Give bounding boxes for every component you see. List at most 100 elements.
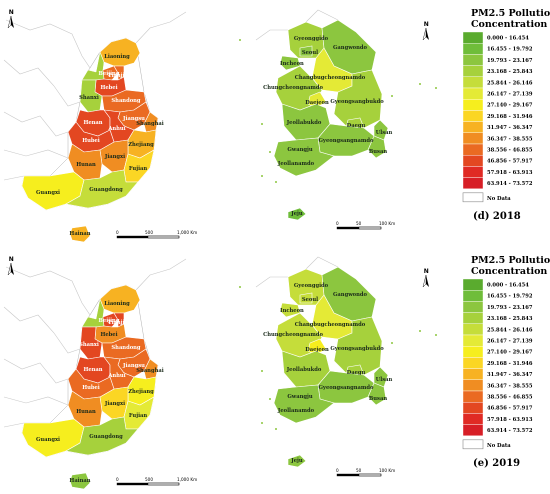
region-incheon bbox=[279, 302, 301, 318]
region-label-hebei: Hebei bbox=[100, 332, 117, 338]
scale-bar-china: 0 500 1,000 Km bbox=[116, 477, 197, 486]
legend-swatch bbox=[462, 121, 484, 133]
legend-swatch bbox=[462, 357, 484, 369]
legend-swatch bbox=[462, 110, 484, 122]
island-marker bbox=[391, 95, 393, 97]
region-jeollanamdo bbox=[273, 137, 335, 177]
region-label-guangdong: Guangdong bbox=[89, 187, 123, 193]
region-busan bbox=[367, 135, 387, 159]
region-label-hubei: Hubei bbox=[82, 138, 100, 144]
island-marker bbox=[269, 398, 271, 400]
region-seoul bbox=[299, 45, 313, 57]
region-shanxi bbox=[79, 79, 103, 113]
scale-bar-korea: 0 50 100 Km bbox=[336, 468, 395, 477]
island-marker bbox=[261, 422, 263, 424]
region-label-guangdong: Guangdong bbox=[89, 434, 123, 440]
region-label-fujian: Fujian bbox=[129, 413, 148, 419]
legend-swatch bbox=[462, 323, 484, 336]
region-label-beijing: Beijing bbox=[99, 71, 120, 77]
region-label-gyeongsangnamdo: Gyeongsangnamdo bbox=[319, 385, 375, 391]
region-label-jiangsu: Jiangsu bbox=[122, 116, 145, 122]
svg-text:N: N bbox=[424, 21, 429, 28]
legend-swatch bbox=[462, 413, 484, 425]
legend-swatch bbox=[462, 390, 484, 403]
legend-swatch bbox=[462, 143, 484, 156]
region-label-gyeongsangbukdo: Gyeongsangbukdo bbox=[330, 99, 384, 105]
region-label-zhejiang: Zhejiang bbox=[128, 389, 154, 395]
legend-swatch bbox=[462, 346, 484, 358]
korea-provinces: Gyeonggido Seoul Incheon Gangwondo Changbugc… bbox=[239, 19, 437, 221]
legend-swatch bbox=[462, 76, 484, 89]
region-liaoning bbox=[99, 284, 141, 314]
region-label-liaoning: Liaoning bbox=[104, 54, 130, 60]
island-marker bbox=[419, 330, 421, 332]
north-arrow-korea: N bbox=[422, 21, 429, 41]
region-label-gyeongsangnamdo: Gyeongsangnamdo bbox=[319, 138, 375, 144]
region-jeju bbox=[287, 454, 307, 468]
region-label-changbugcheongnamdo: Changbugcheongnamdo bbox=[295, 75, 366, 81]
region-label-gyeonggido: Gyeonggido bbox=[294, 283, 329, 289]
legend-range-label: 38.556 - 46.855 bbox=[487, 148, 533, 154]
region-hainan bbox=[69, 225, 91, 243]
region-label-shanxi: Shanxi bbox=[79, 95, 99, 101]
legend-swatch bbox=[462, 368, 484, 381]
region-label-incheon: Incheon bbox=[280, 308, 304, 314]
region-label-jeollabukdo: Jeollabukdo bbox=[286, 367, 322, 373]
legend-title: Concentration bbox=[471, 266, 547, 277]
legend-range-label: 26.147 - 27.139 bbox=[487, 92, 533, 98]
region-label-hebei: Hebei bbox=[100, 85, 117, 91]
legend-title: Concentration bbox=[471, 19, 547, 30]
legend-swatch bbox=[462, 87, 484, 100]
legend-swatch bbox=[462, 177, 484, 190]
region-label-hunan: Hunan bbox=[76, 162, 96, 168]
region-label-chungcheongnamdo: Chungcheongnamdo bbox=[263, 332, 323, 338]
region-beijing bbox=[102, 312, 119, 328]
legend-range-label: 36.347 - 38.555 bbox=[487, 136, 533, 142]
region-shanghai bbox=[143, 358, 159, 380]
region-label-jeollanamdo: Jeollanamdo bbox=[277, 161, 315, 167]
legend-range-label: 23.168 - 25.843 bbox=[487, 316, 533, 322]
legend-range-label: 27.140 - 29.167 bbox=[487, 350, 533, 356]
island-marker bbox=[239, 286, 241, 288]
region-label-guangxi: Guangxi bbox=[36, 190, 60, 196]
legend-swatch bbox=[462, 312, 484, 325]
region-label-daegu: Daegu bbox=[347, 123, 366, 129]
island-marker bbox=[391, 342, 393, 344]
region-daejeon bbox=[307, 91, 327, 109]
region-label-gyeonggido: Gyeonggido bbox=[294, 36, 329, 42]
island-marker bbox=[275, 181, 277, 183]
region-label-gyeongsangbukdo: Gyeongsangbukdo bbox=[330, 346, 384, 352]
island-marker bbox=[435, 334, 437, 336]
region-seoul bbox=[299, 292, 313, 304]
region-gyeongsangbukdo bbox=[333, 316, 383, 376]
region-label-gangwondo: Gangwondo bbox=[333, 292, 368, 298]
north-arrow-china: N bbox=[7, 256, 14, 276]
region-beijing bbox=[102, 65, 119, 81]
legend-range-label: 46.856 - 57.917 bbox=[487, 406, 533, 412]
region-label-hunan: Hunan bbox=[76, 409, 96, 415]
north-arrow-korea: N bbox=[422, 268, 429, 288]
region-label-jeju: Jeju bbox=[290, 211, 303, 217]
region-label-jeju: Jeju bbox=[290, 458, 303, 464]
legend-no-data-label: No Data bbox=[487, 443, 511, 449]
legend-swatch-no-data bbox=[462, 192, 484, 203]
legend-range-label: 0.000 - 16.454 bbox=[487, 36, 529, 42]
region-label-daejeon: Daejeon bbox=[305, 347, 329, 353]
region-hainan bbox=[69, 472, 91, 490]
legend-swatch bbox=[462, 424, 484, 437]
region-label-jeollabukdo: Jeollabukdo bbox=[286, 120, 322, 126]
region-label-zhejiang: Zhejiang bbox=[128, 142, 154, 148]
legend-swatch bbox=[462, 31, 484, 44]
region-label-incheon: Incheon bbox=[280, 61, 304, 67]
region-label-jeollanamdo: Jeollanamdo bbox=[277, 408, 315, 414]
region-label-fujian: Fujian bbox=[129, 166, 148, 172]
north-arrow-china: N bbox=[7, 9, 14, 29]
region-label-hainan: Hainan bbox=[69, 478, 90, 484]
region-daejeon bbox=[307, 338, 327, 356]
region-label-gangwondo: Gangwondo bbox=[333, 45, 368, 51]
scale-label: 50 bbox=[356, 468, 362, 473]
legend-range-label: 26.147 - 27.139 bbox=[487, 339, 533, 345]
